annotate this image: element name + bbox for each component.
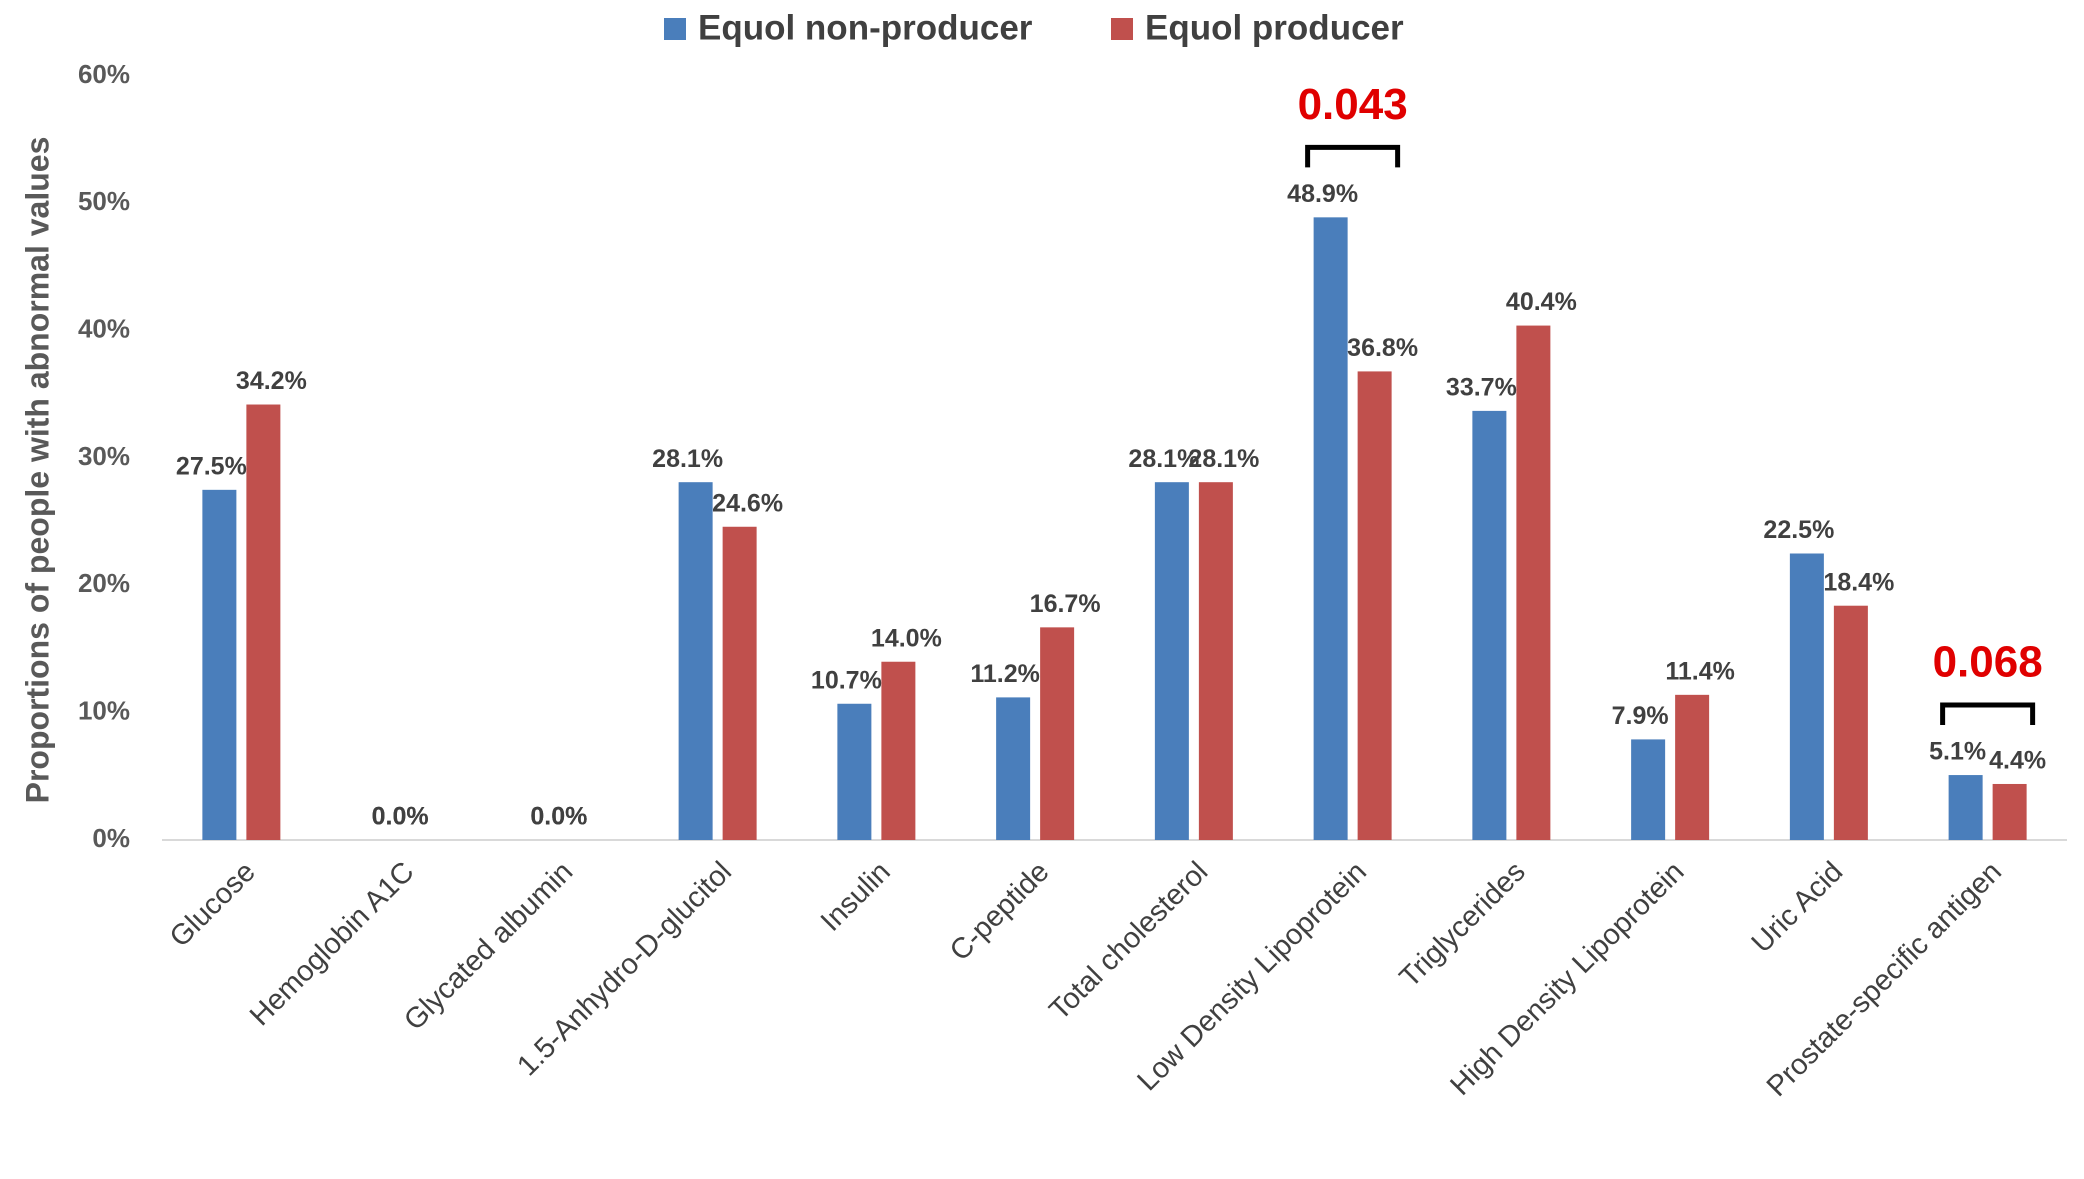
data-label: 18.4% [1823,568,1894,596]
bar [722,526,757,840]
data-label: 10.7% [811,666,882,694]
data-label: 5.1% [1929,738,1986,766]
data-label: 7.9% [1612,702,1669,730]
data-label: 40.4% [1506,288,1577,316]
bar [1992,783,2027,840]
data-label: 11.2% [970,660,1040,688]
data-label: 48.9% [1287,180,1358,208]
bar [678,482,713,840]
bar [246,404,281,840]
significance-bracket [1305,144,1401,168]
data-label: 36.8% [1347,334,1418,362]
annotation: 0.068 [1933,638,2043,687]
bar [1675,694,1710,840]
legend-swatch [1111,18,1133,40]
bar [202,489,237,840]
bar [1789,553,1824,840]
data-label: 33.7% [1446,373,1517,401]
data-label: 27.5% [176,452,247,480]
bar [1472,410,1507,840]
bar [1357,371,1392,840]
data-label: 0.0% [372,803,429,831]
x-tick-label: Insulin [815,856,897,938]
data-label: 28.1% [1188,445,1259,473]
x-tick-label: Glucose [164,856,262,954]
bar [1040,627,1075,840]
legend-swatch [664,18,686,40]
data-label: 14.0% [871,624,942,652]
x-tick-label: Total cholesterol [1043,856,1214,1027]
annotation: 0.043 [1298,80,1408,129]
data-label: 28.1% [1128,445,1199,473]
y-tick-label: 20% [78,568,130,598]
y-tick-label: 30% [78,441,130,471]
data-label: 0.0% [530,803,587,831]
legend-label: Equol producer [1145,8,1404,47]
bar [1516,325,1551,840]
data-label: 24.6% [712,489,783,517]
y-tick-label: 60% [78,59,130,89]
y-tick-label: 50% [78,186,130,216]
data-label: 4.4% [1989,747,2046,775]
data-label: 11.4% [1665,657,1735,685]
bar [1154,482,1189,840]
y-tick-label: 0% [92,823,130,853]
data-label: 22.5% [1763,516,1834,544]
x-tick-label: C-peptide [944,856,1056,968]
data-label: 0.0% [372,803,429,831]
significance-bracket [1940,702,2036,726]
bar [837,703,872,840]
x-tick-label: Uric Acid [1746,856,1850,960]
bar [996,697,1031,840]
x-tick-label: Triglycerides [1394,856,1532,994]
bar [1631,739,1666,840]
data-label: 16.7% [1030,590,1101,618]
y-tick-label: 40% [78,314,130,344]
x-tick-label: Hemoglobin A1C [244,856,421,1033]
y-tick-label: 10% [78,696,130,726]
data-label: 34.2% [236,367,307,395]
x-tick-label: Glycated albumin [398,856,579,1037]
y-axis-title: Proportions of people with abnormal valu… [19,137,55,804]
data-label: 0.0% [530,803,587,831]
bar [881,661,916,840]
legend-label: Equol non-producer [698,8,1033,47]
bar [1198,482,1233,840]
bar [1833,605,1868,840]
bar [1313,217,1348,841]
data-label: 28.1% [652,445,723,473]
bar [1948,775,1983,840]
